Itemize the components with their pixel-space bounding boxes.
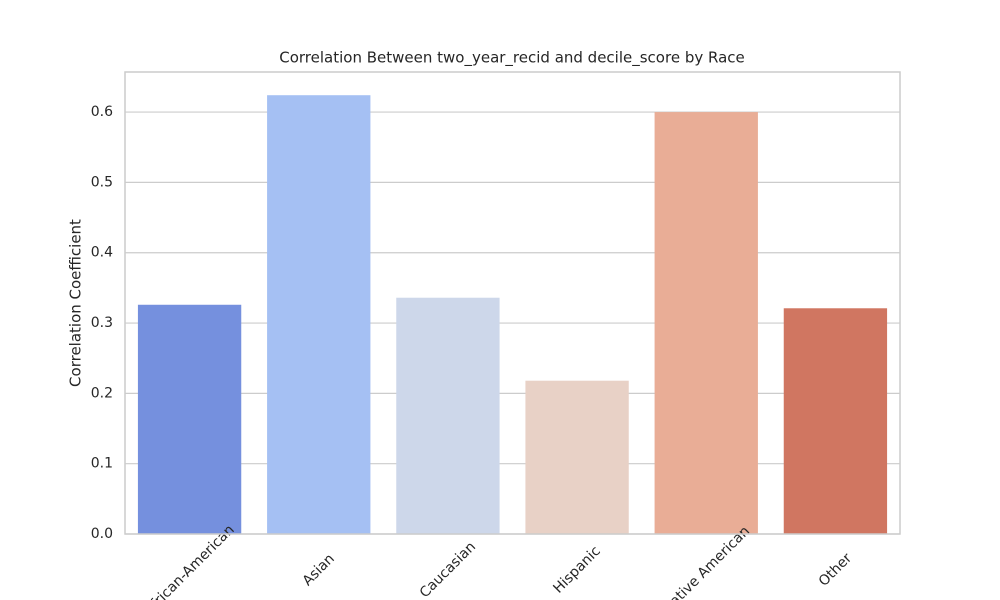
chart-title: Correlation Between two_year_recid and d… bbox=[279, 49, 745, 68]
y-tick-label: 0.6 bbox=[91, 104, 113, 120]
bar bbox=[783, 308, 888, 534]
y-tick-label: 0.1 bbox=[91, 456, 113, 472]
plot-frame bbox=[124, 71, 901, 535]
y-tick-label: 0.0 bbox=[91, 526, 113, 542]
y-tick-label: 0.2 bbox=[91, 385, 113, 401]
bar bbox=[396, 297, 500, 534]
bar bbox=[137, 304, 242, 534]
bar bbox=[525, 380, 629, 534]
bar bbox=[654, 112, 758, 535]
y-tick-label: 0.3 bbox=[91, 315, 113, 331]
y-axis-label: Correlation Coefficient bbox=[67, 219, 85, 387]
y-tick-label: 0.5 bbox=[91, 174, 113, 190]
bar bbox=[267, 95, 371, 535]
y-tick-label: 0.4 bbox=[91, 245, 113, 261]
